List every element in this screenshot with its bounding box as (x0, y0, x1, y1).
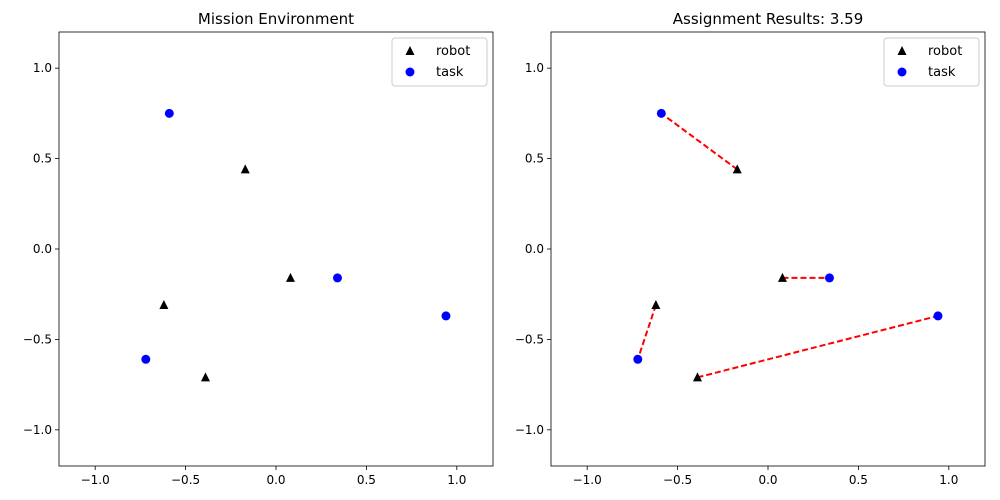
task-marker (441, 311, 451, 321)
y-tick-label: −0.5 (515, 332, 544, 346)
y-tick-label: −1.0 (23, 423, 52, 437)
robot-marker (200, 372, 210, 382)
task-marker (141, 354, 151, 364)
robot-marker (692, 372, 702, 382)
robot-marker (159, 300, 169, 310)
legend-label-robot: robot (436, 44, 470, 59)
chart-title: Mission Environment (198, 10, 354, 28)
y-tick-label: 0.0 (33, 242, 52, 256)
robot-marker (651, 300, 661, 310)
task-marker (824, 273, 834, 283)
y-tick-label: 1.0 (525, 61, 544, 75)
y-tick-label: 1.0 (33, 61, 52, 75)
legend-box (391, 37, 488, 87)
task-marker (656, 108, 666, 118)
legend-box (883, 37, 980, 87)
y-tick-label: 0.0 (525, 242, 544, 256)
y-tick-label: −1.0 (515, 423, 544, 437)
x-tick-label: −0.5 (171, 473, 200, 487)
x-tick-label: 0.0 (758, 473, 777, 487)
assignment-line (660, 112, 738, 171)
y-tick-label: 0.5 (33, 152, 52, 166)
x-tick-label: 0.5 (849, 473, 868, 487)
task-marker (332, 273, 342, 283)
axes-frame (550, 31, 986, 467)
legend-robot-marker (897, 46, 907, 55)
chart-panel-1: Mission Environment −1.0 −0.5 0.0 0.5 1.0 −1.0… (23, 10, 494, 487)
robot-marker (732, 164, 742, 174)
legend-label-robot: robot (928, 44, 962, 59)
task-marker (164, 108, 174, 118)
task-marker (633, 354, 643, 364)
task-marker (933, 311, 943, 321)
legend-task-marker (897, 67, 907, 77)
robot-marker (285, 272, 295, 282)
legend-label-task: task (928, 65, 956, 80)
legend-robot-marker (405, 46, 415, 55)
x-tick-label: 0.5 (357, 473, 376, 487)
assignment-line (697, 314, 939, 379)
legend: robot task (883, 37, 980, 87)
y-tick-label: −0.5 (23, 332, 52, 346)
legend-task-marker (405, 67, 415, 77)
x-tick-label: −1.0 (573, 473, 602, 487)
chart-panel-2: Assignment Results: 3.59 −1.0 −0.5 0.0 0.5 1.… (515, 10, 986, 487)
x-tick-label: −0.5 (663, 473, 692, 487)
y-tick-label: 0.5 (525, 152, 544, 166)
legend: robot task (391, 37, 488, 87)
x-tick-label: 1.0 (447, 473, 466, 487)
legend-label-task: task (436, 65, 464, 80)
robot-marker (240, 164, 250, 174)
robot-marker (777, 272, 787, 282)
x-tick-label: 0.0 (266, 473, 285, 487)
x-tick-label: 1.0 (939, 473, 958, 487)
x-tick-label: −1.0 (81, 473, 110, 487)
chart-title: Assignment Results: 3.59 (673, 10, 863, 28)
axes-frame (58, 31, 494, 467)
assignment-line (636, 304, 657, 360)
